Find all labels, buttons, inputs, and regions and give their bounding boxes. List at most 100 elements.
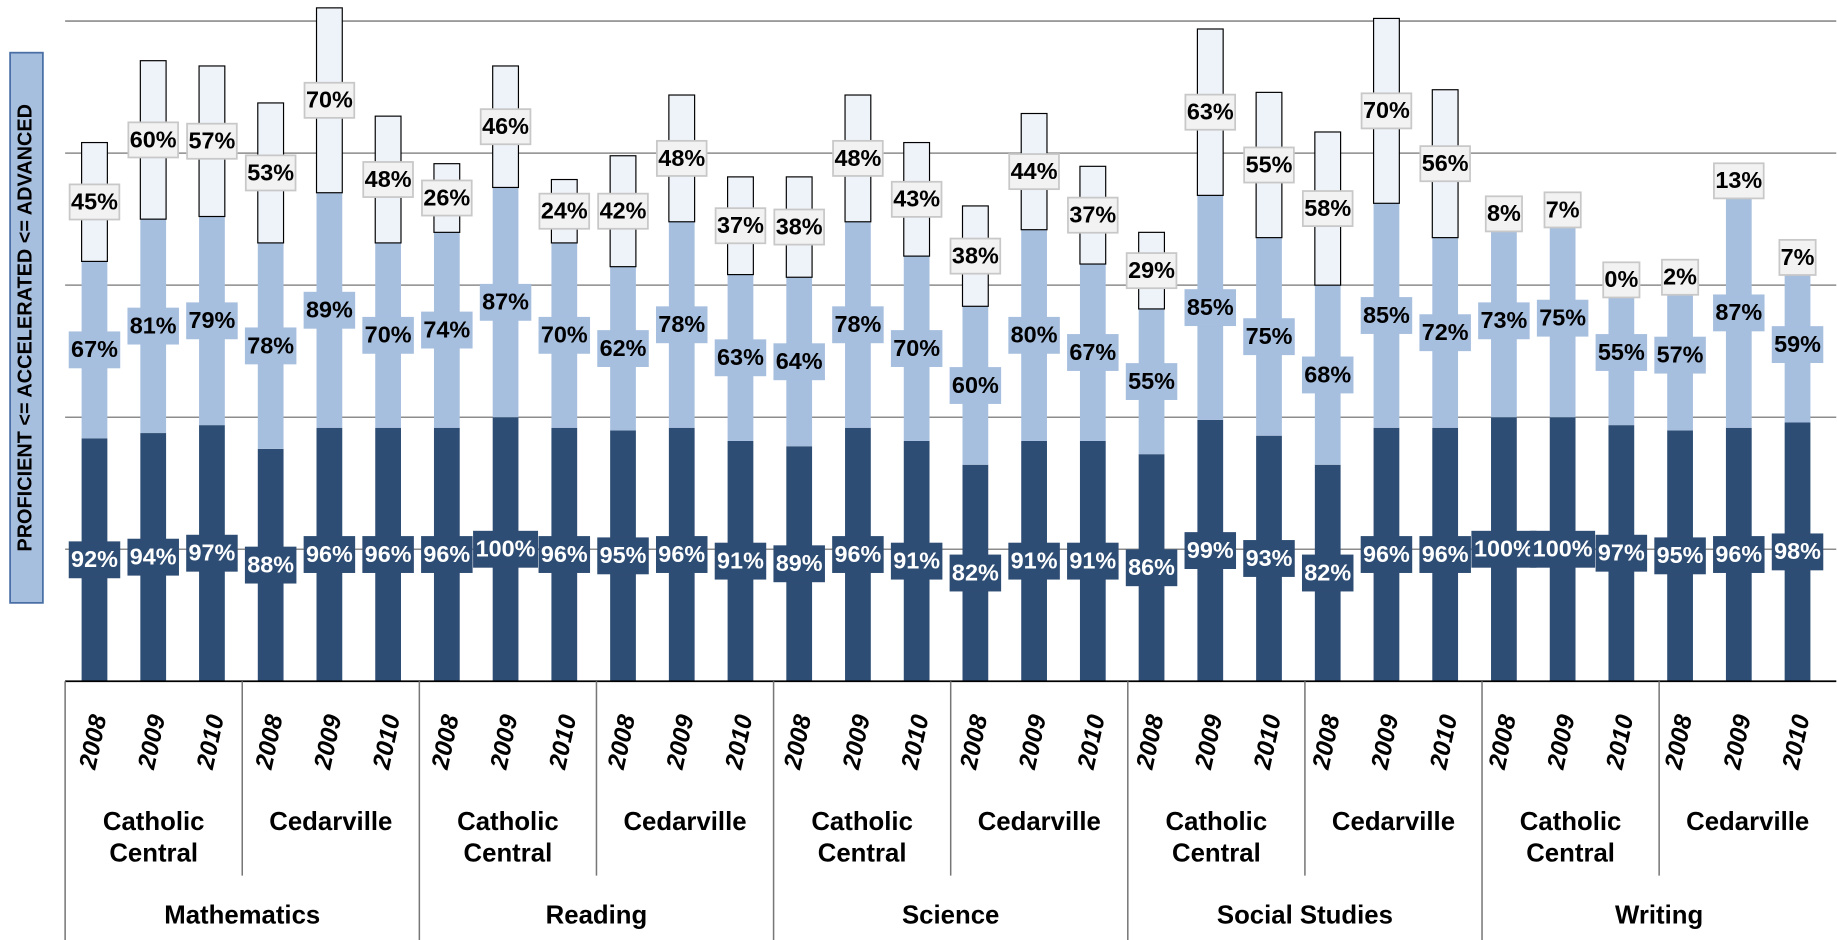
x-tick-label: 2010 [897, 712, 935, 772]
school-label: Cedarville [623, 806, 747, 836]
value-label: 48% [658, 145, 705, 171]
value-label-box [1301, 190, 1354, 228]
value-label-box [773, 343, 825, 381]
x-tick-label: 2009 [309, 712, 347, 772]
value-label-box [597, 330, 649, 367]
value-label-box [1713, 536, 1765, 573]
school-label-box: Cedarville [1686, 806, 1810, 836]
value-label-box [655, 306, 708, 344]
value-label: 96% [306, 541, 353, 567]
value-label: 89% [776, 550, 823, 576]
value-label-box [714, 207, 767, 245]
value-label-box [832, 536, 884, 573]
value-label: 72% [1422, 319, 1469, 345]
school-label: Catholic Central [457, 806, 559, 868]
value-label-box [473, 530, 539, 568]
value-label-box [714, 339, 767, 377]
value-label-box [1008, 153, 1060, 191]
school-label-box: Cedarville [978, 807, 1101, 836]
x-tick-label: 2009 [1719, 712, 1757, 772]
value-label-box [832, 306, 884, 344]
value-label-box [1243, 318, 1295, 356]
value-label: 96% [541, 541, 588, 567]
value-label: 100% [1474, 536, 1534, 562]
value-label: 29% [1128, 257, 1175, 283]
value-label: 55% [1598, 339, 1645, 365]
value-label-box [421, 311, 473, 349]
value-label-box [244, 327, 297, 365]
value-label-box [890, 180, 943, 218]
school-label-box: Catholic Central [1519, 806, 1622, 868]
x-tick-label: 2008 [779, 712, 817, 772]
value-label-box [1360, 536, 1413, 573]
value-label: 82% [952, 559, 999, 585]
value-label-box [890, 542, 943, 580]
value-label-box [773, 208, 825, 246]
value-label: 96% [834, 541, 881, 567]
value-label: 79% [189, 307, 236, 333]
value-label: 97% [189, 540, 236, 566]
value-label-box [1530, 530, 1596, 568]
value-label: 70% [365, 322, 412, 348]
value-label-box [1067, 196, 1119, 234]
x-tick-label: 2010 [192, 712, 230, 772]
value-label-box [538, 316, 591, 354]
value-label-box [1301, 554, 1354, 592]
value-label-box [1008, 316, 1060, 354]
value-label: 60% [952, 372, 999, 398]
value-label: 85% [1363, 302, 1410, 328]
value-label: 89% [306, 297, 353, 323]
x-tick-label: 2010 [1249, 712, 1287, 772]
value-label: 43% [893, 186, 940, 212]
school-label: Catholic Central [1519, 806, 1622, 868]
value-label-box [421, 536, 473, 573]
value-label: 78% [834, 311, 881, 337]
value-label: 85% [1187, 294, 1234, 320]
value-label-box [362, 161, 414, 198]
x-tick-label: 2008 [1131, 712, 1169, 772]
value-label: 82% [1304, 559, 1351, 585]
value-label: 67% [1069, 339, 1116, 365]
value-label: 95% [600, 542, 647, 568]
value-label-box [1484, 195, 1523, 233]
value-label-box [1184, 289, 1237, 327]
value-label-box [1419, 536, 1471, 573]
value-label: 80% [1011, 322, 1058, 348]
value-label: 37% [1069, 202, 1116, 228]
school-label: Cedarville [1331, 806, 1456, 836]
value-label: 38% [776, 213, 823, 239]
subject-label: Mathematics [164, 901, 320, 929]
value-label: 91% [893, 547, 940, 573]
value-label: 92% [71, 546, 118, 572]
value-label-box [1536, 299, 1589, 337]
value-label: 63% [717, 344, 764, 370]
value-label-box [949, 367, 1002, 404]
value-label-box [1419, 314, 1471, 352]
school-label: Cedarville [1686, 806, 1810, 836]
value-label-box [1661, 258, 1700, 296]
value-label: 98% [1774, 538, 1821, 564]
value-label: 96% [365, 541, 412, 567]
value-label-box [1125, 363, 1178, 400]
value-label: 70% [1363, 97, 1410, 123]
value-label-box [1360, 92, 1413, 130]
value-label-box [1419, 145, 1471, 183]
subject-label: Science [902, 901, 999, 929]
value-label: 86% [1128, 554, 1175, 580]
value-label-box [949, 237, 1002, 275]
value-label: 13% [1715, 167, 1762, 193]
value-label: 100% [476, 536, 536, 562]
value-label: 74% [423, 316, 470, 342]
value-label-box [773, 545, 825, 583]
value-label-box [1602, 261, 1641, 299]
value-label: 45% [71, 188, 118, 214]
x-tick-label: 2008 [603, 712, 641, 772]
value-label: 46% [482, 113, 529, 139]
school-label: Catholic Central [102, 806, 205, 868]
school-label-box: Cedarville [1331, 806, 1456, 836]
value-label: 100% [1533, 536, 1593, 562]
value-label-box [714, 542, 767, 580]
value-label: 91% [1011, 547, 1058, 573]
value-label: 64% [776, 348, 823, 374]
